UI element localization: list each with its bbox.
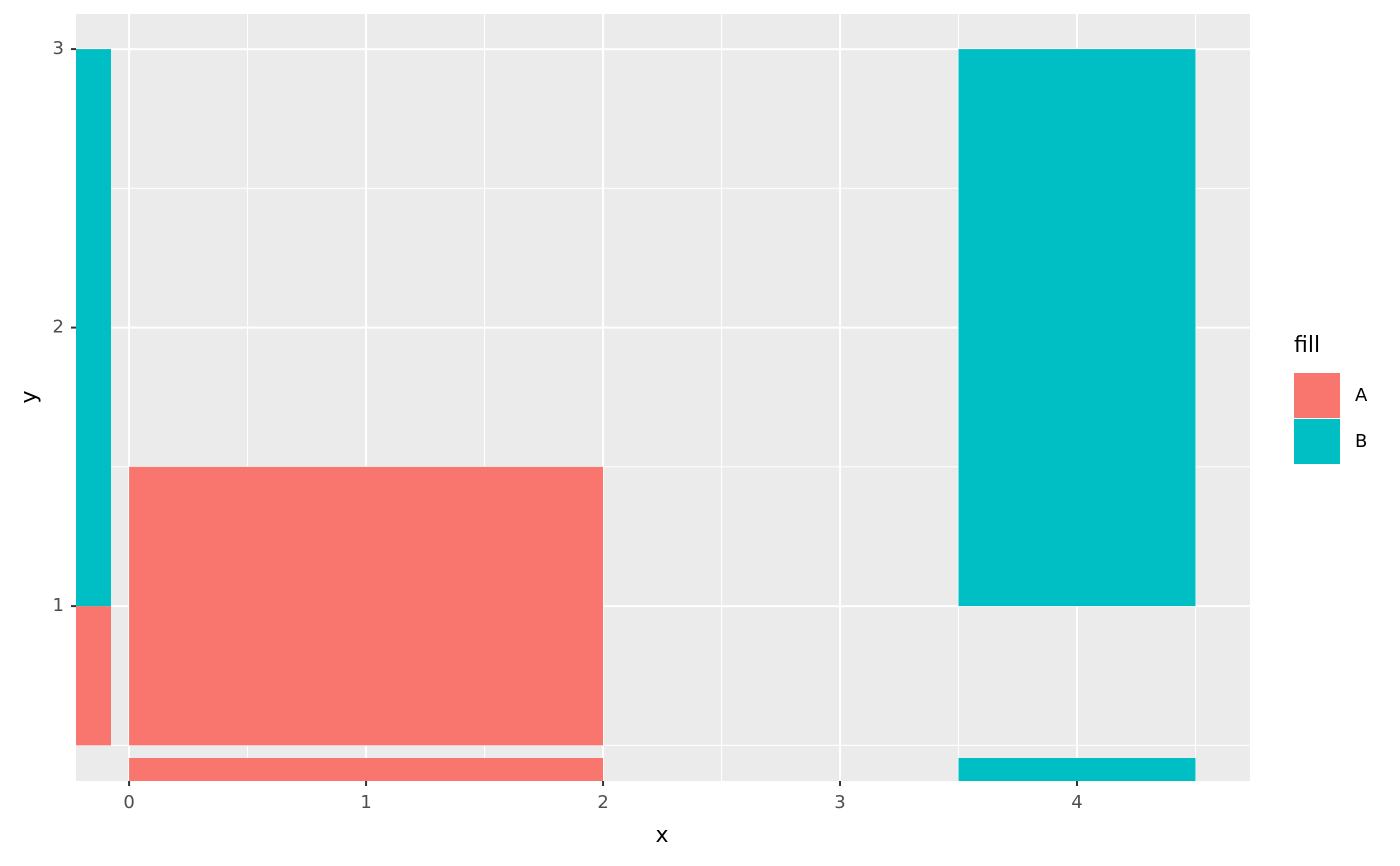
x-axis-title: x — [655, 823, 668, 848]
x-tick-label: 0 — [123, 792, 134, 813]
y-rug — [76, 49, 111, 607]
y-tick-label: 2 — [53, 317, 64, 338]
x-tick-label: 3 — [834, 792, 845, 813]
x-rug — [129, 758, 604, 781]
legend-label: A — [1355, 385, 1368, 406]
x-rug — [958, 758, 1196, 781]
data-rect — [958, 49, 1196, 607]
x-tick-label: 2 — [597, 792, 608, 813]
legend-key — [1294, 373, 1340, 418]
x-tick-label: 4 — [1071, 792, 1082, 813]
y-axis-title: y — [17, 390, 42, 403]
y-tick-label: 3 — [53, 38, 64, 59]
legend-title: fill — [1294, 333, 1320, 358]
y-tick-label: 1 — [53, 595, 64, 616]
x-tick-label: 1 — [360, 792, 371, 813]
legend-label: B — [1355, 431, 1367, 452]
data-rect — [129, 466, 604, 746]
y-rug — [76, 606, 111, 746]
legend-key — [1294, 419, 1340, 464]
